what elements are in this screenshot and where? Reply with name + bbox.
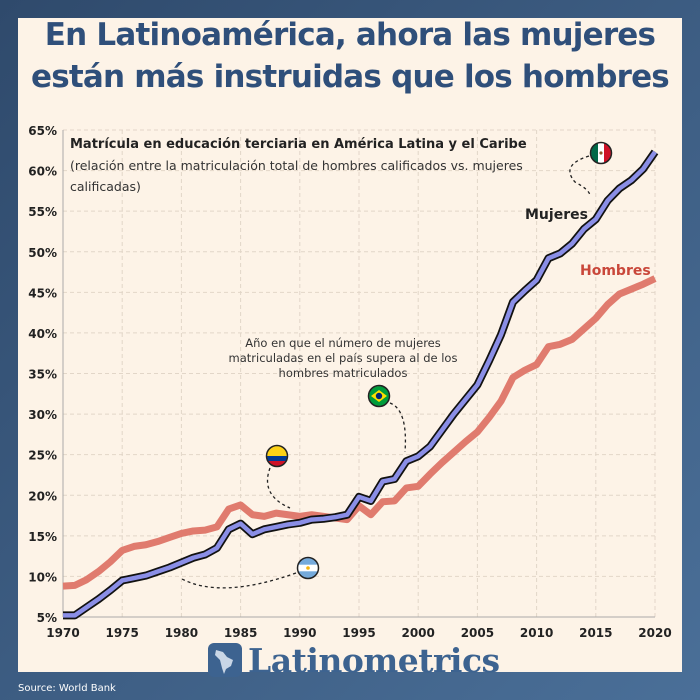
flag-band [267,461,287,466]
y-tick-label: 50% [28,246,57,260]
y-tick-label: 5% [37,611,57,625]
y-tick-label: 10% [28,570,57,584]
x-tick-label: 1990 [283,626,316,640]
flag-border [367,384,391,408]
dashed-arrow [266,467,291,509]
colombia-flag-icon [265,444,289,468]
y-tick-label: 15% [28,530,57,544]
flag-body [591,143,611,163]
title-line-2: están más instruidas que los hombres [31,59,670,95]
y-tick-label: 40% [28,327,57,341]
x-tick-label: 1980 [165,626,198,640]
flag-border [265,444,289,468]
flag-sun [306,566,310,570]
brazil-flag-icon [367,384,391,408]
series-line-hombres [62,275,657,590]
argentina-flag-icon [296,556,320,580]
y-tick-label: 35% [28,368,57,382]
page-title: En Latinoamérica, ahora las mujeres está… [0,14,700,98]
x-tick-label: 2000 [401,626,434,640]
mexico-flag-icon [589,141,613,165]
x-tick-label: 1995 [342,626,375,640]
annotation-line-2: matriculadas en el país supera al de los [229,351,458,365]
source-note: Source: World Bank [18,683,116,694]
x-tick-label: 1970 [46,626,79,640]
flag-emblem [599,151,603,155]
x-tick-label: 1975 [105,626,138,640]
flag-body [369,386,389,406]
series-label-mujeres: Mujeres [525,207,588,223]
flag-globe [375,392,383,400]
card [18,18,682,672]
chart-subtitle-2: calificadas) [70,179,141,194]
flag-band [267,456,287,461]
dashed-arrow [569,155,591,197]
x-tick-label: 2005 [461,626,494,640]
brand-name: Latinometrics [248,640,500,680]
y-tick-label: 20% [28,489,57,503]
flag-border [589,141,613,165]
y-tick-label: 45% [28,286,57,300]
y-tick-label: 55% [28,205,57,219]
dashed-arrow [389,402,407,453]
chart-subtitle-1: (relación entre la matriculación total d… [70,158,523,173]
annotation-line-1: Año en que el número de mujeres [245,336,440,350]
title-line-1: En Latinoamérica, ahora las mujeres [44,17,656,53]
y-tick-label: 60% [28,165,57,179]
annotation-line-3: hombres matriculados [279,366,408,380]
series-label-hombres: Hombres [580,263,651,279]
flag-band [591,143,598,163]
x-tick-label: 2020 [638,626,671,640]
y-tick-label: 25% [28,449,57,463]
x-tick-label: 2015 [579,626,612,640]
flag-band [267,446,287,456]
dashed-arrow [179,572,297,589]
flag-body [298,558,318,578]
flag-body [267,446,287,466]
y-tick-label: 65% [28,124,57,138]
chart-title: Matrícula en educación terciaria en Amér… [70,137,527,152]
flag-band [604,143,611,163]
latinometrics-logo: Latinometrics [208,640,500,680]
series-line-mujeres [63,150,657,618]
y-tick-label: 30% [28,408,57,422]
map-icon [208,643,242,677]
x-tick-label: 1985 [224,626,257,640]
flag-border [296,556,320,580]
x-tick-label: 2010 [520,626,553,640]
